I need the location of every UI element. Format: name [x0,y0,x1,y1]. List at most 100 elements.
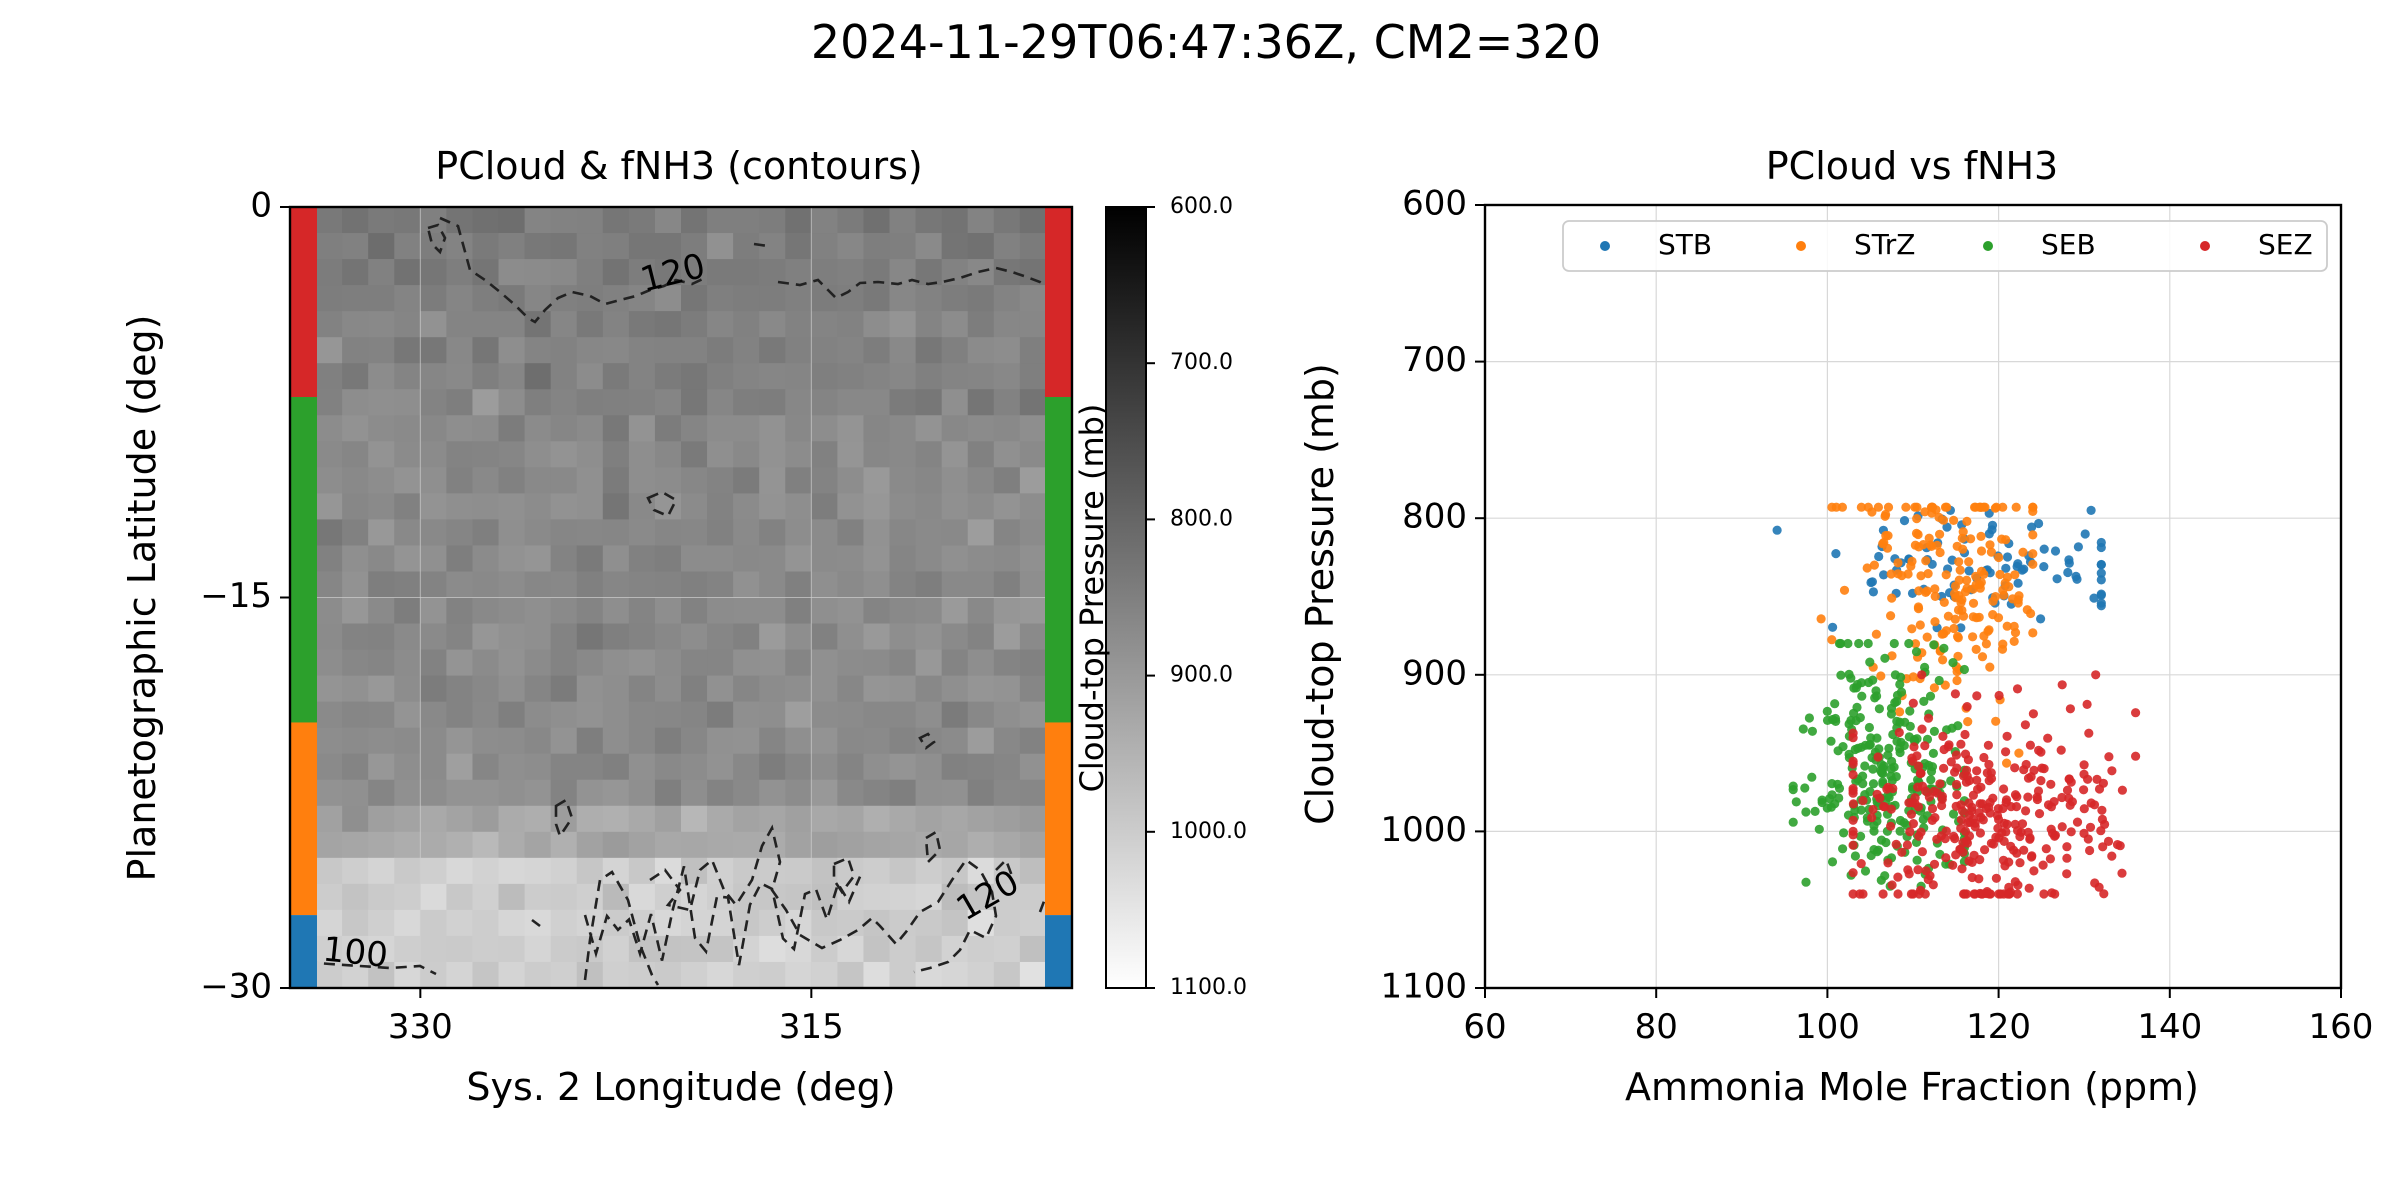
heatmap-cell [342,831,369,859]
scatter-point-sez [1941,853,1951,863]
scatter-point-stb [2039,544,2049,554]
heatmap-cell [733,545,760,573]
heatmap-cell [707,597,734,625]
heatmap-cell [967,389,995,416]
heatmap-cell [785,207,812,234]
scatter-point-strz [1929,683,1939,693]
heatmap-cell [342,519,369,547]
scatter-point-strz [1912,514,1922,524]
heatmap-cell [368,753,395,781]
heatmap-cell [707,623,734,651]
heatmap-cell [628,883,656,911]
heatmap-cell [1019,649,1047,677]
scatter-point-seb [1926,775,1936,785]
scatter-point-strz [2011,502,2021,512]
heatmap-cell [472,857,500,885]
scatter-point-sez [1893,872,1903,882]
colorbar-tick-label: 1000.0 [1170,819,1247,844]
heatmap-cell [628,831,656,859]
heatmap-cell [811,805,838,833]
heatmap-cell [811,285,838,312]
heatmap-cell [316,571,343,599]
scatter-point-sez [1951,779,1962,790]
heatmap-cell [628,415,656,442]
heatmap-cell [654,727,682,755]
heatmap-cell [967,701,995,729]
heatmap-cell [889,857,917,885]
scatter-point-seb [1891,772,1901,782]
heatmap-cell [394,779,421,807]
scatter-point-sez [2023,773,2034,783]
heatmap-cell [889,831,917,859]
heatmap-cell [316,493,343,520]
heatmap-cell [993,753,1021,781]
heatmap-cell [472,545,500,573]
scatter-point-seb [1929,726,1939,737]
scatter-point-stb [2086,505,2096,515]
heatmap-cell [837,311,865,338]
heatmap-cell [654,831,682,859]
heatmap-cell [498,519,526,547]
heatmap-cell [785,961,812,989]
heatmap-cell [681,649,708,677]
heatmap-cell [1019,519,1047,547]
scatter-point-sez [2092,774,2102,785]
heatmap-cell [628,363,656,390]
heatmap-cell [759,519,786,547]
heatmap-cell [342,935,369,963]
scatter-point-stb [2071,571,2081,582]
scatter-point-strz [1986,547,1996,557]
scatter-point-seb [1877,767,1887,778]
heatmap-cell [446,935,474,963]
heatmap-cell [654,701,682,729]
heatmap-cell [837,623,865,651]
heatmap-cell [576,779,604,807]
scatter-point-seb [1801,807,1811,817]
scatter-point-seb [1884,743,1894,754]
heatmap-cell [811,675,838,703]
heatmap-cell [342,727,369,755]
heatmap-cell [941,857,969,885]
heatmap-cell [420,389,447,416]
heatmap-cell [733,519,760,547]
scatter-y-tick-label: 1000 [1380,810,1467,850]
scatter-point-sez [2033,786,2044,796]
heatmap-cell [576,623,604,651]
scatter-point-sez [2021,806,2031,816]
heatmap-cell [420,623,447,651]
heatmap-cell [446,727,474,755]
scatter-point-sez [1927,804,1938,814]
scatter-point-sez [2085,845,2095,856]
heatmap-cell [472,571,500,599]
heatmap-cell [915,233,943,260]
heatmap-cell [446,441,474,468]
legend-marker-stb [1600,241,1610,251]
heatmap-cell [733,285,760,312]
heatmap-cell [863,467,891,494]
heatmap-cell [785,571,812,599]
heatmap-cell [368,207,395,234]
heatmap-cell [472,467,500,494]
scatter-point-sez [2086,798,2096,808]
heatmap-cell [368,493,395,520]
scatter-point-sez [2057,792,2067,803]
heatmap-cell [316,311,343,338]
heatmap-cell [472,961,500,989]
scatter-frame [1483,203,2343,990]
heatmap-cell [811,441,838,468]
scatter-point-seb [1896,687,1907,697]
scatter-point-strz [1914,542,1924,552]
heatmap-cell [368,779,395,807]
heatmap-cell [524,857,552,885]
heatmap-cell [811,779,838,807]
heatmap-cell [342,337,369,364]
heatmap-cell [759,597,786,625]
heatmap-cell [733,883,760,911]
heatmap-cell [550,467,578,494]
heatmap-cell [602,337,630,364]
heatmap-cell [628,259,656,286]
heatmap-cell [602,675,630,703]
scatter-y-tick-label: 900 [1402,653,1467,693]
heatmap-cell [602,727,630,755]
scatter-point-seb [1834,783,1845,794]
